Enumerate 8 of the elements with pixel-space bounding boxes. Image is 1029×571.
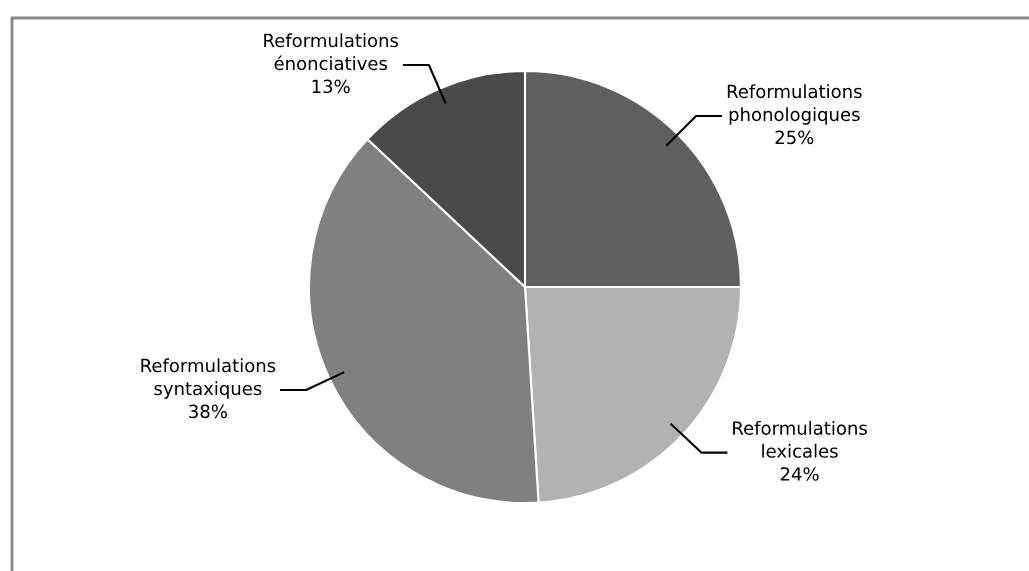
slice-label: Reformulations énonciatives: [264, 33, 399, 71]
data-label: 13%: [312, 79, 350, 94]
slice-label: Reformulations lexicales: [733, 420, 867, 458]
slice-label: Reformulations syntaxiques: [141, 358, 276, 399]
data-label: 25%: [775, 130, 814, 145]
slice-label: Reformulations phonologiques: [727, 84, 862, 125]
data-label: 38%: [189, 404, 227, 419]
data-label: 24%: [780, 467, 819, 481]
